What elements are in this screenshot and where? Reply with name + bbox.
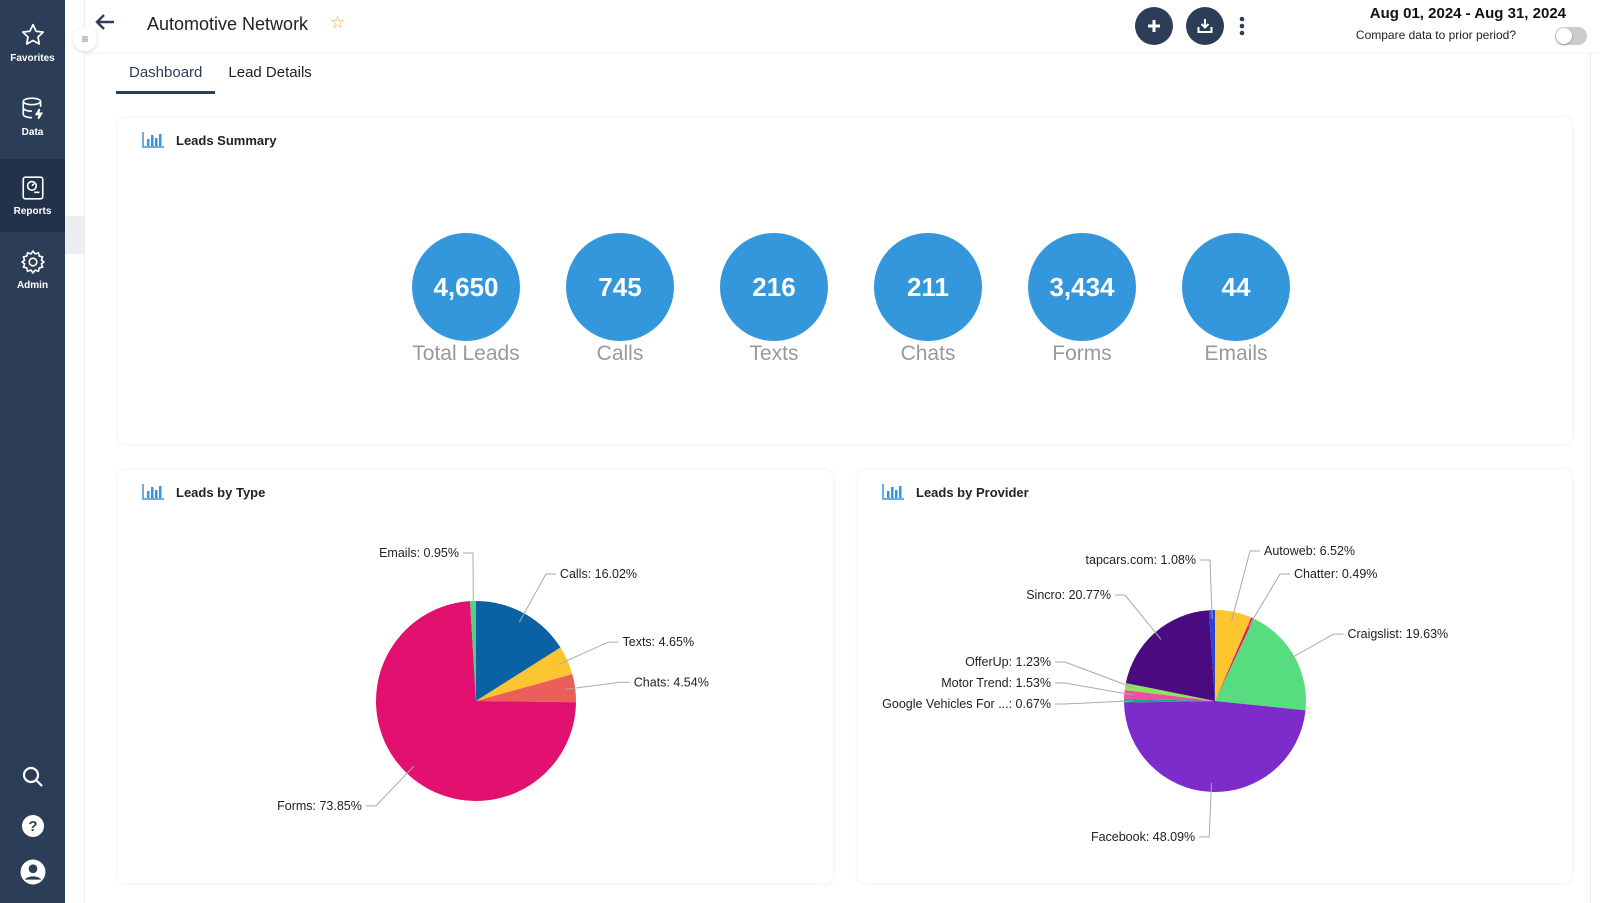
sidebar: Favorites Data Reports Admin ? [0,0,65,903]
kpi-label: Calls [596,342,644,365]
database-icon [21,96,43,119]
scrollbar[interactable] [1590,52,1600,903]
download-icon [1197,19,1213,33]
back-arrow-icon[interactable] [93,10,117,34]
card-title: Leads by Type [176,484,266,500]
sidebar-item-data[interactable]: Data [0,80,65,153]
card-title: Leads by Provider [916,484,1029,500]
tab-bar: Dashboard Lead Details [116,58,325,94]
kpi-chats: 211 Chats [853,233,1003,366]
tab-lead-details[interactable]: Lead Details [228,64,312,81]
kpi-value: 211 [874,233,982,341]
kpi-calls: 745 Calls [545,233,695,366]
kpi-label: Emails [1204,342,1268,365]
kpi-label: Chats [900,342,956,365]
leads-summary-card: Leads Summary 4,650 Total Leads 745 Calls 21… [118,118,1572,444]
leads-by-type-card: Leads by Type [118,470,833,883]
kpi-value: 3,434 [1028,233,1136,341]
compare-label: Compare data to prior period? [1355,28,1516,42]
sidebar-item-label: Admin [16,279,49,291]
kpi-label: Forms [1052,342,1112,365]
sidebar-item-favorites[interactable]: Favorites [0,6,65,79]
page-title: Automotive Network [147,14,309,34]
more-options-icon[interactable] [1238,14,1246,38]
sidebar-item-label: Favorites [10,52,55,64]
leads-by-provider-card: Leads by Provider [858,470,1572,883]
sidebar-gutter [65,0,85,903]
sidebar-item-label: Reports [13,205,52,217]
tab-dashboard[interactable]: Dashboard [116,58,216,94]
svg-text:?: ? [28,818,37,835]
plus-icon [1148,20,1160,32]
help-icon[interactable]: ? [18,811,48,841]
hamburger-icon: ≡ [81,32,89,46]
card-title: Leads Summary [176,132,277,148]
kpi-value: 4,650 [412,233,520,341]
kpi-forms: 3,434 Forms [1007,233,1157,366]
report-icon [21,175,44,200]
gear-icon [20,249,45,274]
bar-chart-icon [142,132,164,148]
kpi-texts: 216 Texts [699,233,849,366]
kpi-label: Texts [749,342,799,365]
star-icon [21,23,44,45]
sidebar-item-admin[interactable]: Admin [0,233,65,306]
user-icon[interactable] [18,857,48,887]
kpi-total-leads: 4,650 Total Leads [391,233,541,366]
kpi-value: 44 [1182,233,1290,341]
kpi-value: 745 [566,233,674,341]
kpi-label: Total Leads [412,342,520,365]
sidebar-item-label: Data [21,126,44,138]
add-button[interactable] [1135,7,1173,45]
favorite-star-icon[interactable]: ☆ [330,13,346,32]
date-range[interactable]: Aug 01, 2024 - Aug 31, 2024 [1369,5,1566,22]
sidebar-item-reports[interactable]: Reports [0,159,65,232]
download-button[interactable] [1186,7,1224,45]
kpi-emails: 44 Emails [1161,233,1311,366]
menu-toggle-button[interactable]: ≡ [73,27,97,51]
bar-chart-icon [142,484,164,500]
search-icon[interactable] [18,762,48,792]
bar-chart-icon [882,484,904,500]
kpi-value: 216 [720,233,828,341]
compare-toggle[interactable] [1555,27,1587,45]
